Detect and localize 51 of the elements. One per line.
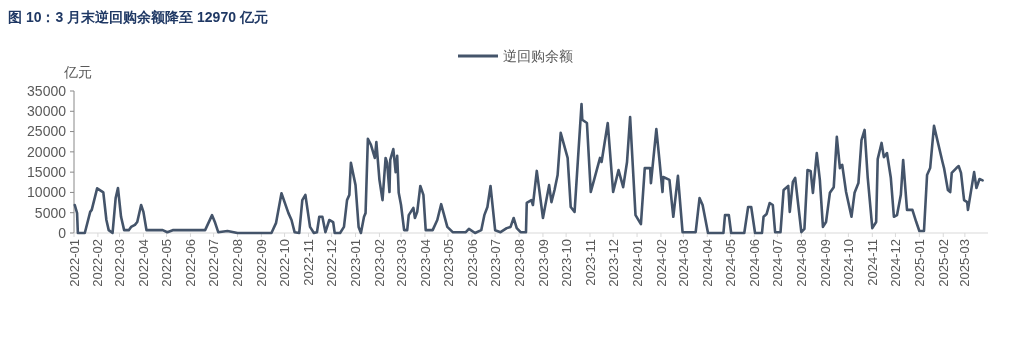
x-tick-label: 2023-04 (417, 239, 433, 287)
legend-label: 逆回购余额 (503, 47, 573, 64)
x-tick-label: 2024-12 (887, 239, 903, 287)
x-tick-label: 2022-07 (206, 239, 222, 287)
x-tick-label: 2025-01 (911, 239, 927, 287)
y-tick-label: 10000 (27, 184, 67, 201)
x-tick-label: 2024-08 (793, 239, 809, 287)
x-tick-label: 2023-06 (464, 239, 480, 287)
y-tick-label: 5000 (34, 204, 67, 221)
y-tick-label: 35000 (27, 82, 67, 99)
x-tick-label: 2023-07 (487, 239, 503, 287)
x-tick-label: 2022-04 (135, 239, 151, 287)
x-tick-label: 2022-12 (324, 239, 340, 287)
y-tick-label: 0 (58, 224, 67, 241)
x-tick-label: 2024-07 (769, 239, 785, 287)
x-tick-label: 2025-03 (957, 239, 973, 287)
x-tick-label: 2024-06 (746, 239, 762, 287)
x-tick-label: 2023-08 (511, 239, 527, 287)
x-tick-label: 2022-02 (90, 239, 106, 287)
x-tick-label: 2022-03 (112, 239, 128, 287)
x-tick-label: 2023-12 (605, 239, 621, 287)
x-tick-label: 2023-10 (558, 239, 574, 287)
x-tick-label: 2022-01 (66, 239, 82, 287)
x-tick-label: 2024-10 (840, 239, 856, 287)
y-axis-title: 亿元 (63, 64, 92, 80)
x-tick-label: 2024-11 (864, 239, 880, 286)
x-tick-label: 2022-10 (277, 239, 293, 287)
x-tick-label: 2024-09 (817, 239, 833, 287)
y-tick-label: 20000 (27, 143, 67, 160)
y-tick-label: 25000 (27, 123, 67, 140)
x-tick-label: 2024-05 (722, 239, 738, 287)
x-tick-label: 2023-02 (371, 239, 387, 287)
x-tick-label: 2024-01 (629, 239, 645, 287)
line-series (73, 102, 984, 235)
x-tick-label: 2022-11 (301, 239, 317, 286)
x-tick-label: 2023-01 (348, 239, 364, 287)
x-tick-label: 2023-09 (535, 239, 551, 287)
chart-title: 图 10：3 月末逆回购余额降至 12970 亿元 (8, 9, 268, 25)
x-tick-label: 2022-09 (253, 239, 269, 287)
x-tick-label: 2025-02 (935, 239, 951, 287)
x-tick-label: 2023-05 (440, 239, 456, 287)
x-tick-label: 2023-11 (582, 239, 598, 286)
x-tick-label: 2022-05 (159, 239, 175, 287)
y-tick-label: 15000 (27, 164, 67, 181)
x-tick-label: 2024-02 (653, 239, 669, 287)
x-tick-label: 2022-08 (230, 239, 246, 287)
x-tick-label: 2024-03 (675, 239, 691, 287)
x-tick-label: 2022-06 (183, 239, 199, 287)
x-tick-label: 2024-04 (699, 239, 715, 287)
y-tick-label: 30000 (27, 103, 67, 120)
x-tick-label: 2023-03 (393, 239, 409, 287)
